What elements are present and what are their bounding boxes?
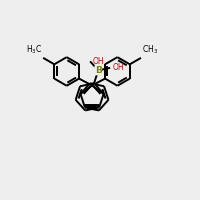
Text: CH$_3$: CH$_3$ bbox=[142, 44, 158, 56]
Text: OH: OH bbox=[93, 57, 104, 66]
Text: B: B bbox=[95, 66, 102, 75]
Text: H$_3$C: H$_3$C bbox=[26, 44, 42, 56]
Text: OH: OH bbox=[113, 63, 124, 72]
